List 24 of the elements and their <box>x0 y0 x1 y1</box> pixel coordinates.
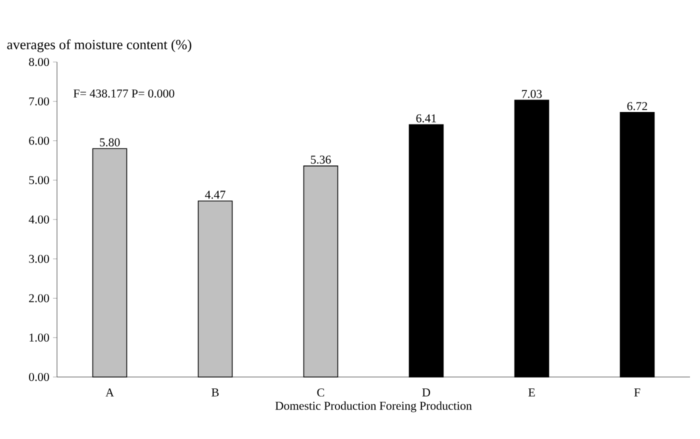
data-label: 5.36 <box>310 156 331 164</box>
y-tick-label: 0.00 <box>29 372 50 382</box>
y-tick-label: 5.00 <box>29 176 50 184</box>
y-tick-label: 8.00 <box>29 58 50 66</box>
data-label: 5.80 <box>100 138 120 146</box>
x-tick-label: D <box>422 388 430 396</box>
y-tick-label: 1.00 <box>30 334 50 342</box>
y-tick-label: 4.00 <box>28 215 50 224</box>
y-tick-label: 7.00 <box>29 97 50 106</box>
x-tick-label: C <box>317 388 324 397</box>
y-tick-label: 2.00 <box>29 294 50 302</box>
y-tick-label: 3.00 <box>29 254 50 263</box>
x-tick-label: E <box>528 388 535 396</box>
annotation: F= 438.177 P= 0.000 <box>74 89 174 98</box>
data-label: 6.41 <box>416 114 436 122</box>
data-label: 7.03 <box>522 90 542 98</box>
x-tick-label: B <box>212 388 219 396</box>
x-tick-label: F <box>634 388 640 396</box>
x-tick-label: A <box>106 388 114 396</box>
data-label: 4.47 <box>205 190 226 199</box>
y-tick-label: 6.00 <box>29 136 50 145</box>
data-label: 6.72 <box>627 102 648 110</box>
chart-title: averages of moisture content (%) <box>7 39 192 52</box>
x-axis-title: Domestic Production Foreing Production <box>275 401 472 412</box>
